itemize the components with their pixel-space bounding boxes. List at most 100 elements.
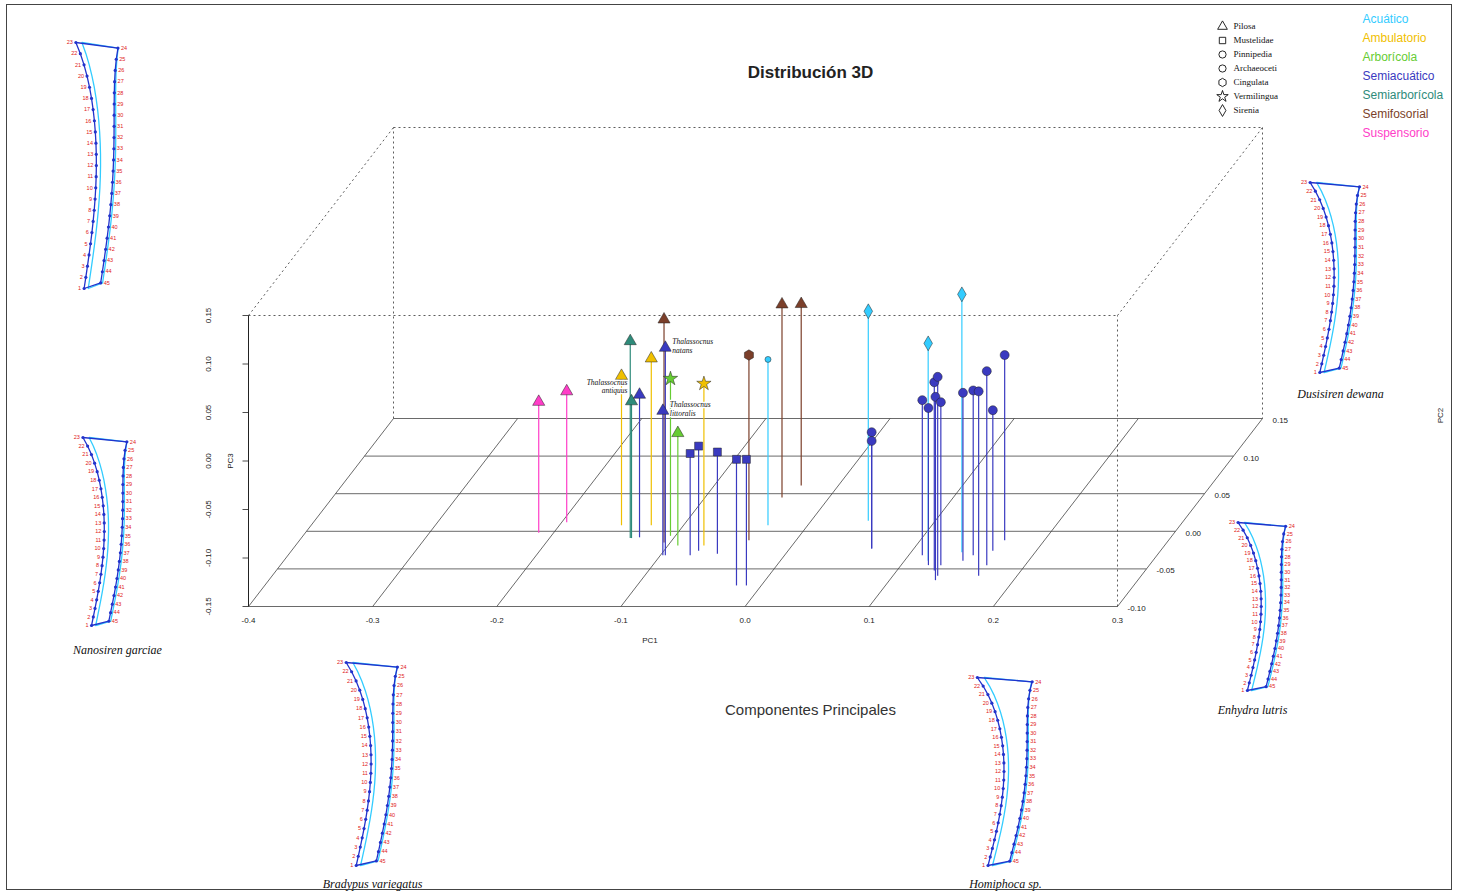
svg-text:28: 28 <box>1358 218 1364 224</box>
svg-text:4: 4 <box>91 597 94 603</box>
svg-text:Componentes Principales: Componentes Principales <box>725 701 896 718</box>
svg-text:10: 10 <box>95 545 101 551</box>
svg-text:32: 32 <box>396 738 402 744</box>
svg-text:35: 35 <box>1283 607 1289 613</box>
svg-text:10: 10 <box>1251 619 1257 625</box>
svg-text:34: 34 <box>1029 764 1035 770</box>
svg-text:Thalassocnusnatans: Thalassocnusnatans <box>672 337 713 354</box>
svg-text:42: 42 <box>109 246 115 252</box>
svg-text:PC1: PC1 <box>642 636 658 645</box>
svg-text:40: 40 <box>389 812 395 818</box>
svg-text:21: 21 <box>1238 535 1244 541</box>
svg-text:10: 10 <box>87 185 93 191</box>
svg-text:29: 29 <box>117 101 123 107</box>
svg-text:28: 28 <box>126 473 132 479</box>
svg-text:18: 18 <box>356 705 362 711</box>
svg-text:7: 7 <box>994 811 997 817</box>
svg-text:5: 5 <box>92 588 95 594</box>
svg-text:22: 22 <box>71 50 77 56</box>
svg-text:32: 32 <box>126 507 132 513</box>
svg-text:34: 34 <box>117 157 123 163</box>
svg-text:8: 8 <box>1253 634 1256 640</box>
svg-text:26: 26 <box>397 682 403 688</box>
svg-text:18: 18 <box>82 95 88 101</box>
svg-text:24: 24 <box>400 664 406 670</box>
svg-text:39: 39 <box>1279 638 1285 644</box>
svg-text:2: 2 <box>984 854 987 860</box>
svg-text:21: 21 <box>979 691 985 697</box>
svg-text:34: 34 <box>395 756 401 762</box>
svg-text:45: 45 <box>104 280 110 286</box>
svg-text:31: 31 <box>1284 577 1290 583</box>
svg-text:21: 21 <box>82 451 88 457</box>
svg-text:5: 5 <box>1249 657 1252 663</box>
svg-text:19: 19 <box>1244 550 1250 556</box>
svg-text:2: 2 <box>80 274 83 280</box>
svg-text:31: 31 <box>126 498 132 504</box>
svg-text:36: 36 <box>1282 615 1288 621</box>
svg-text:38: 38 <box>1026 798 1032 804</box>
svg-text:16: 16 <box>1323 240 1329 246</box>
svg-text:26: 26 <box>1359 201 1365 207</box>
svg-text:2: 2 <box>352 853 355 859</box>
svg-text:29: 29 <box>1284 561 1290 567</box>
svg-text:40: 40 <box>1351 322 1357 328</box>
svg-text:Pinnipedia: Pinnipedia <box>1234 49 1273 59</box>
svg-text:1: 1 <box>78 285 81 291</box>
svg-text:0.00: 0.00 <box>204 453 213 469</box>
svg-text:27: 27 <box>1031 704 1037 710</box>
svg-text:37: 37 <box>1282 622 1288 628</box>
svg-text:33: 33 <box>1358 261 1364 267</box>
svg-text:15: 15 <box>361 733 367 739</box>
svg-text:29: 29 <box>396 710 402 716</box>
svg-text:10: 10 <box>994 785 1000 791</box>
svg-text:6: 6 <box>1250 649 1253 655</box>
svg-text:16: 16 <box>85 118 91 124</box>
svg-text:0.15: 0.15 <box>204 307 213 323</box>
svg-text:32: 32 <box>1030 747 1036 753</box>
svg-text:14: 14 <box>1325 257 1331 263</box>
svg-text:9: 9 <box>363 788 366 794</box>
svg-text:8: 8 <box>88 207 91 213</box>
svg-text:37: 37 <box>393 784 399 790</box>
svg-text:1: 1 <box>1314 369 1317 375</box>
svg-text:33: 33 <box>1284 592 1290 598</box>
svg-text:43: 43 <box>115 601 121 607</box>
svg-text:43: 43 <box>1017 841 1023 847</box>
svg-text:36: 36 <box>1028 781 1034 787</box>
svg-text:25: 25 <box>128 447 134 453</box>
svg-text:28: 28 <box>1030 713 1036 719</box>
svg-text:0.0: 0.0 <box>740 616 752 625</box>
svg-text:38: 38 <box>392 793 398 799</box>
svg-text:14: 14 <box>994 751 1000 757</box>
svg-text:11: 11 <box>95 537 101 543</box>
svg-text:45: 45 <box>1269 683 1275 689</box>
svg-text:43: 43 <box>1273 668 1279 674</box>
svg-text:38: 38 <box>1354 304 1360 310</box>
svg-text:40: 40 <box>111 224 117 230</box>
svg-text:3: 3 <box>81 263 84 269</box>
svg-text:3: 3 <box>354 844 357 850</box>
svg-text:11: 11 <box>995 777 1001 783</box>
svg-text:-0.10: -0.10 <box>1128 604 1147 613</box>
svg-text:35: 35 <box>116 168 122 174</box>
svg-text:8: 8 <box>1326 309 1329 315</box>
svg-text:31: 31 <box>396 728 402 734</box>
svg-text:25: 25 <box>1361 192 1367 198</box>
svg-text:37: 37 <box>115 190 121 196</box>
svg-text:31: 31 <box>1358 244 1364 250</box>
svg-text:25: 25 <box>1287 531 1293 537</box>
svg-text:35: 35 <box>1357 279 1363 285</box>
svg-text:18: 18 <box>1247 557 1253 563</box>
svg-text:39: 39 <box>1024 807 1030 813</box>
svg-text:-0.2: -0.2 <box>490 616 504 625</box>
svg-text:17: 17 <box>1321 231 1327 237</box>
svg-text:4: 4 <box>988 837 991 843</box>
svg-text:33: 33 <box>126 515 132 521</box>
svg-text:6: 6 <box>360 816 363 822</box>
svg-text:9: 9 <box>996 794 999 800</box>
svg-text:6: 6 <box>94 580 97 586</box>
svg-text:35: 35 <box>1029 773 1035 779</box>
svg-text:8: 8 <box>362 798 365 804</box>
svg-text:15: 15 <box>994 743 1000 749</box>
